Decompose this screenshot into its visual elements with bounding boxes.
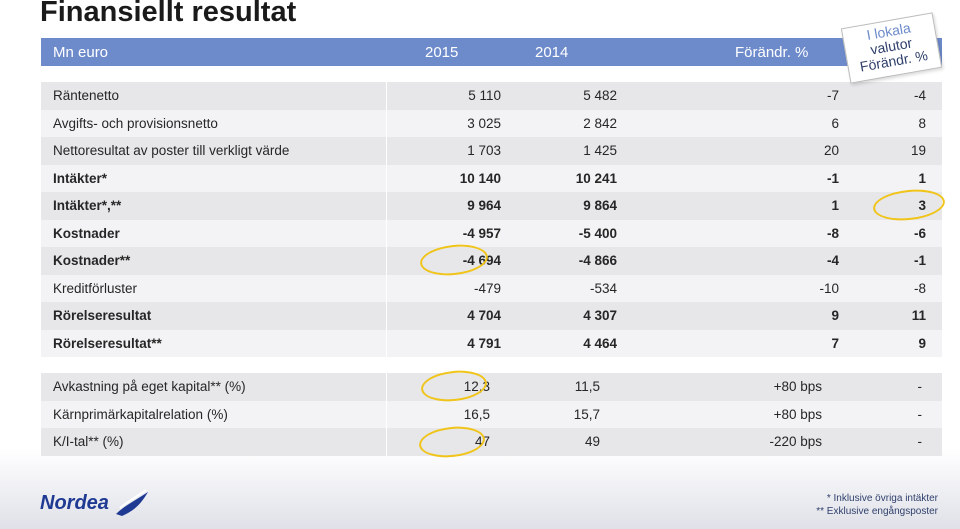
cell-2015: 9 964 — [386, 192, 507, 220]
table-row: Kostnader** -4 694 -4 866 -4 -1 — [41, 247, 942, 275]
cell-change: -220 bps — [600, 428, 822, 456]
cell-2015: 16,5 — [386, 400, 490, 428]
kpi-row: Kärnprimärkapitalrelation (%) 16,5 15,7 +80… — [41, 400, 942, 428]
cell-2014: 9 864 — [507, 192, 617, 220]
cell-local-change: - — [822, 373, 942, 401]
cell-2014: 15,7 — [490, 400, 600, 428]
cell-change: -4 — [617, 247, 839, 275]
nordea-logo: Nordea — [40, 489, 148, 522]
table-row: Intäkter*,** 9 964 9 864 1 3 — [41, 192, 942, 220]
row-label: Rörelseresultat** — [41, 329, 387, 357]
cell-2014: -534 — [507, 274, 617, 302]
table-row: Räntenetto 5 110 5 482 -7 -4 — [41, 82, 942, 110]
cell-2015: 4 704 — [386, 302, 507, 330]
table-row: Kreditförluster -479 -534 -10 -8 — [41, 274, 942, 302]
cell-change: 1 — [617, 192, 839, 220]
cell-2014: 2 842 — [507, 109, 617, 137]
cell-change: 7 — [617, 329, 839, 357]
row-label: Rörelseresultat — [41, 302, 387, 330]
header-col-2014: 2014 — [535, 44, 569, 61]
kpi-table: Avkastning på eget kapital** (%) 12,3 11,5… — [41, 373, 942, 456]
header-col-2015: 2015 — [425, 44, 459, 61]
cell-2014: -4 866 — [507, 247, 617, 275]
sail-icon — [116, 489, 148, 516]
cell-change: +80 bps — [600, 373, 822, 401]
local-currency-sticker: I lokala valutor Förändr. % — [840, 12, 943, 84]
cell-local-change: 19 — [839, 137, 942, 165]
row-label: K/I-tal** (%) — [41, 428, 387, 456]
footnote-2: ** Exklusive engångsposter — [816, 506, 938, 517]
table-row: Rörelseresultat 4 704 4 307 9 11 — [41, 302, 942, 330]
cell-local-change: -8 — [839, 274, 942, 302]
cell-change: 6 — [617, 109, 839, 137]
cell-2015: 10 140 — [386, 164, 507, 192]
header-label: Mn euro — [53, 44, 109, 61]
cell-2015: -479 — [386, 274, 507, 302]
cell-local-change: 1 — [839, 164, 942, 192]
table-row: Kostnader -4 957 -5 400 -8 -6 — [41, 219, 942, 247]
row-label: Kostnader — [41, 219, 387, 247]
results-table: Räntenetto 5 110 5 482 -7 -4 Avgifts- och pro… — [41, 82, 942, 357]
table-row: Intäkter* 10 140 10 241 -1 1 — [41, 164, 942, 192]
cell-change: 9 — [617, 302, 839, 330]
cell-2014: 49 — [490, 428, 600, 456]
cell-change: -1 — [617, 164, 839, 192]
footer-gradient — [0, 449, 960, 529]
table-row: Rörelseresultat** 4 791 4 464 7 9 — [41, 329, 942, 357]
kpi-row: K/I-tal** (%) 47 49 -220 bps - — [41, 428, 942, 456]
cell-change: -8 — [617, 219, 839, 247]
cell-2015: 12,3 — [386, 373, 490, 401]
header-col-change: Förändr. % — [735, 44, 809, 61]
logo-wordmark: Nordea — [40, 492, 109, 514]
cell-2014: -5 400 — [507, 219, 617, 247]
cell-2015: 1 703 — [386, 137, 507, 165]
cell-local-change: -4 — [839, 82, 942, 110]
cell-local-change: -1 — [839, 247, 942, 275]
footnote-1: * Inklusive övriga intäkter — [826, 493, 938, 504]
cell-2015: 4 791 — [386, 329, 507, 357]
row-label: Intäkter* — [41, 164, 387, 192]
cell-2014: 1 425 — [507, 137, 617, 165]
cell-change: 20 — [617, 137, 839, 165]
cell-local-change: 9 — [839, 329, 942, 357]
cell-2014: 11,5 — [490, 373, 600, 401]
cell-local-change: - — [822, 428, 942, 456]
cell-local-change: 8 — [839, 109, 942, 137]
cell-2014: 10 241 — [507, 164, 617, 192]
kpi-row: Avkastning på eget kapital** (%) 12,3 11,5… — [41, 373, 942, 401]
table-header: Mn euro 2015 2014 Förändr. % — [41, 38, 942, 66]
row-label: Räntenetto — [41, 82, 387, 110]
row-label: Nettoresultat av poster till verkligt vä… — [41, 137, 387, 165]
cell-2015: 3 025 — [386, 109, 507, 137]
cell-2015: 5 110 — [386, 82, 507, 110]
row-label: Kärnprimärkapitalrelation (%) — [41, 400, 387, 428]
cell-local-change: 11 — [839, 302, 942, 330]
page-title: Finansiellt resultat — [40, 0, 297, 28]
cell-local-change: 3 — [839, 192, 942, 220]
row-label: Kreditförluster — [41, 274, 387, 302]
table-row: Avgifts- och provisionsnetto 3 025 2 842 6 8 — [41, 109, 942, 137]
footnotes: * Inklusive övriga intäkter ** Exklusive… — [816, 492, 938, 518]
cell-change: +80 bps — [600, 400, 822, 428]
table-row: Nettoresultat av poster till verkligt vä… — [41, 137, 942, 165]
cell-2014: 4 307 — [507, 302, 617, 330]
cell-2015: -4 957 — [386, 219, 507, 247]
cell-2014: 4 464 — [507, 329, 617, 357]
cell-local-change: -6 — [839, 219, 942, 247]
row-label: Avgifts- och provisionsnetto — [41, 109, 387, 137]
cell-2014: 5 482 — [507, 82, 617, 110]
row-label: Intäkter*,** — [41, 192, 387, 220]
cell-change: -10 — [617, 274, 839, 302]
cell-change: -7 — [617, 82, 839, 110]
cell-local-change: - — [822, 400, 942, 428]
cell-2015: 47 — [386, 428, 490, 456]
row-label: Avkastning på eget kapital** (%) — [41, 373, 387, 401]
cell-2015: -4 694 — [386, 247, 507, 275]
row-label: Kostnader** — [41, 247, 387, 275]
